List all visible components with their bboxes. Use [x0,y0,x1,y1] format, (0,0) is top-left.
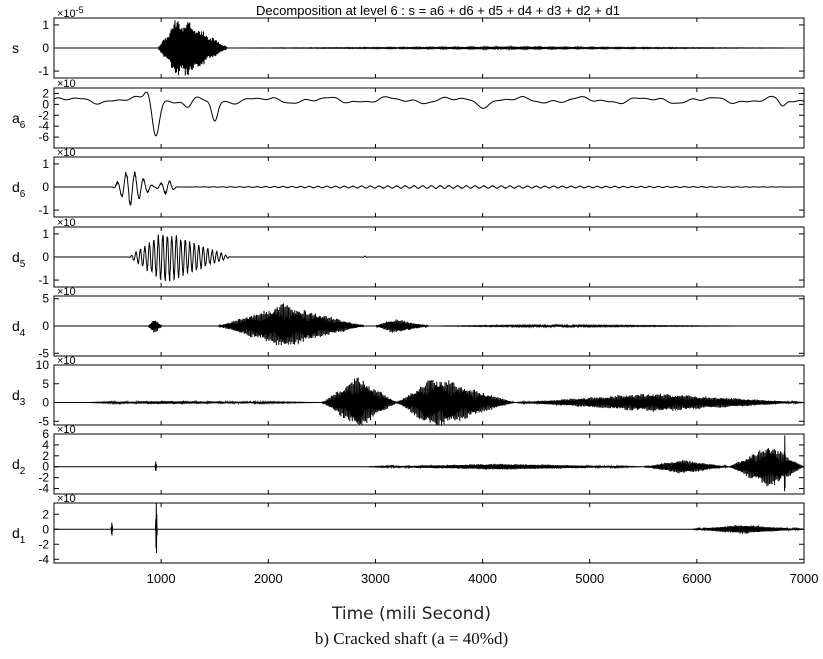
y-tick-label: -4 [38,552,49,566]
x-tick-label: 2000 [254,571,283,586]
exponent-label: ×10 [57,493,76,505]
exponent-label: ×10-5 [57,5,84,20]
exponent-label: ×10 [57,424,76,436]
y-tick-label: -1 [38,203,49,217]
panel-6: 10 5 0 -5 ×10 d3 [12,355,805,428]
panel-name: d2 [12,456,26,477]
y-tick-label: 2 [42,86,49,100]
signal-trace [54,502,805,554]
panel-name: d3 [12,387,26,408]
y-tick-label: -1 [38,273,49,287]
panel-3: 1 0 -1 ×10 d6 [12,147,805,218]
y-tick-label: 10 [36,358,50,372]
y-tick-label: -4 [38,119,49,133]
y-tick-label: 0 [42,522,49,536]
y-tick-label: 0 [42,319,49,333]
panel-name: d6 [12,179,26,200]
y-tick-label: -2 [38,537,49,551]
panel-name: a6 [12,110,26,131]
exponent-label: ×10 [57,147,76,159]
y-tick-label: 1 [42,157,49,171]
y-tick-label: 0 [42,97,49,111]
x-tick-label: 6000 [682,571,711,586]
exponent-label: ×10 [57,217,76,229]
y-tick-label: 5 [42,292,49,306]
y-tick-label: -4 [38,482,49,496]
panel-4: 1 0 -1 ×10 d5 [12,217,805,288]
y-tick-label: 0 [42,250,49,264]
y-tick-label: -2 [38,108,49,122]
y-tick-label: 1 [42,18,49,32]
y-tick-label: 0 [42,396,49,410]
y-tick-label: -5 [38,346,49,360]
y-tick-label: -1 [38,64,49,78]
x-tick-label: 1000 [147,571,176,586]
panel-8: 20-2-4 ×10 d1 [12,493,805,566]
signal-trace [54,234,804,282]
x-tick-label: 4000 [468,571,497,586]
y-tick-label: 4 [42,438,49,452]
x-axis-label: Time (mili Second) [332,604,491,624]
panel-name: d4 [12,318,26,339]
panel-1: 1 0 -1 ×10-5 s [12,5,805,79]
y-tick-label: 2 [42,449,49,463]
signal-trace [54,377,804,426]
signal-trace [53,91,805,137]
y-tick-label: 6 [42,427,49,441]
y-tick-label: -2 [38,471,49,485]
y-tick-label: 0 [42,460,49,474]
signal-trace [54,435,805,492]
exponent-label: ×10 [57,286,76,298]
x-tick-label: 7000 [790,571,819,586]
y-tick-label: -6 [38,130,49,144]
panel-name: s [12,40,19,56]
panel-name: d5 [12,249,26,270]
panel-frame [53,87,805,149]
exponent-label: ×10 [57,355,76,367]
panel-name: d1 [12,525,26,546]
y-tick-label: 0 [42,41,49,55]
panel-5: 5 0 -5 ×10 d4 [12,286,805,360]
y-tick-label: 5 [42,377,49,391]
signal-trace [54,171,804,206]
signal-trace [54,303,804,346]
x-tick-label: 5000 [575,571,604,586]
chart-title: Decomposition at level 6 : s = a6 + d6 +… [256,3,620,18]
y-tick-label: 0 [42,180,49,194]
figure-caption: b) Cracked shaft (a = 40%d) [314,629,509,648]
signal-trace [54,20,804,76]
panel-frame [53,502,805,564]
exponent-label: ×10 [57,78,76,90]
x-tick-label: 3000 [361,571,390,586]
panel-2: 20-2-4-6 ×10 a6 [12,78,805,149]
y-tick-label: -5 [38,414,49,428]
y-tick-label: 2 [42,507,49,521]
y-tick-label: 1 [42,227,49,241]
